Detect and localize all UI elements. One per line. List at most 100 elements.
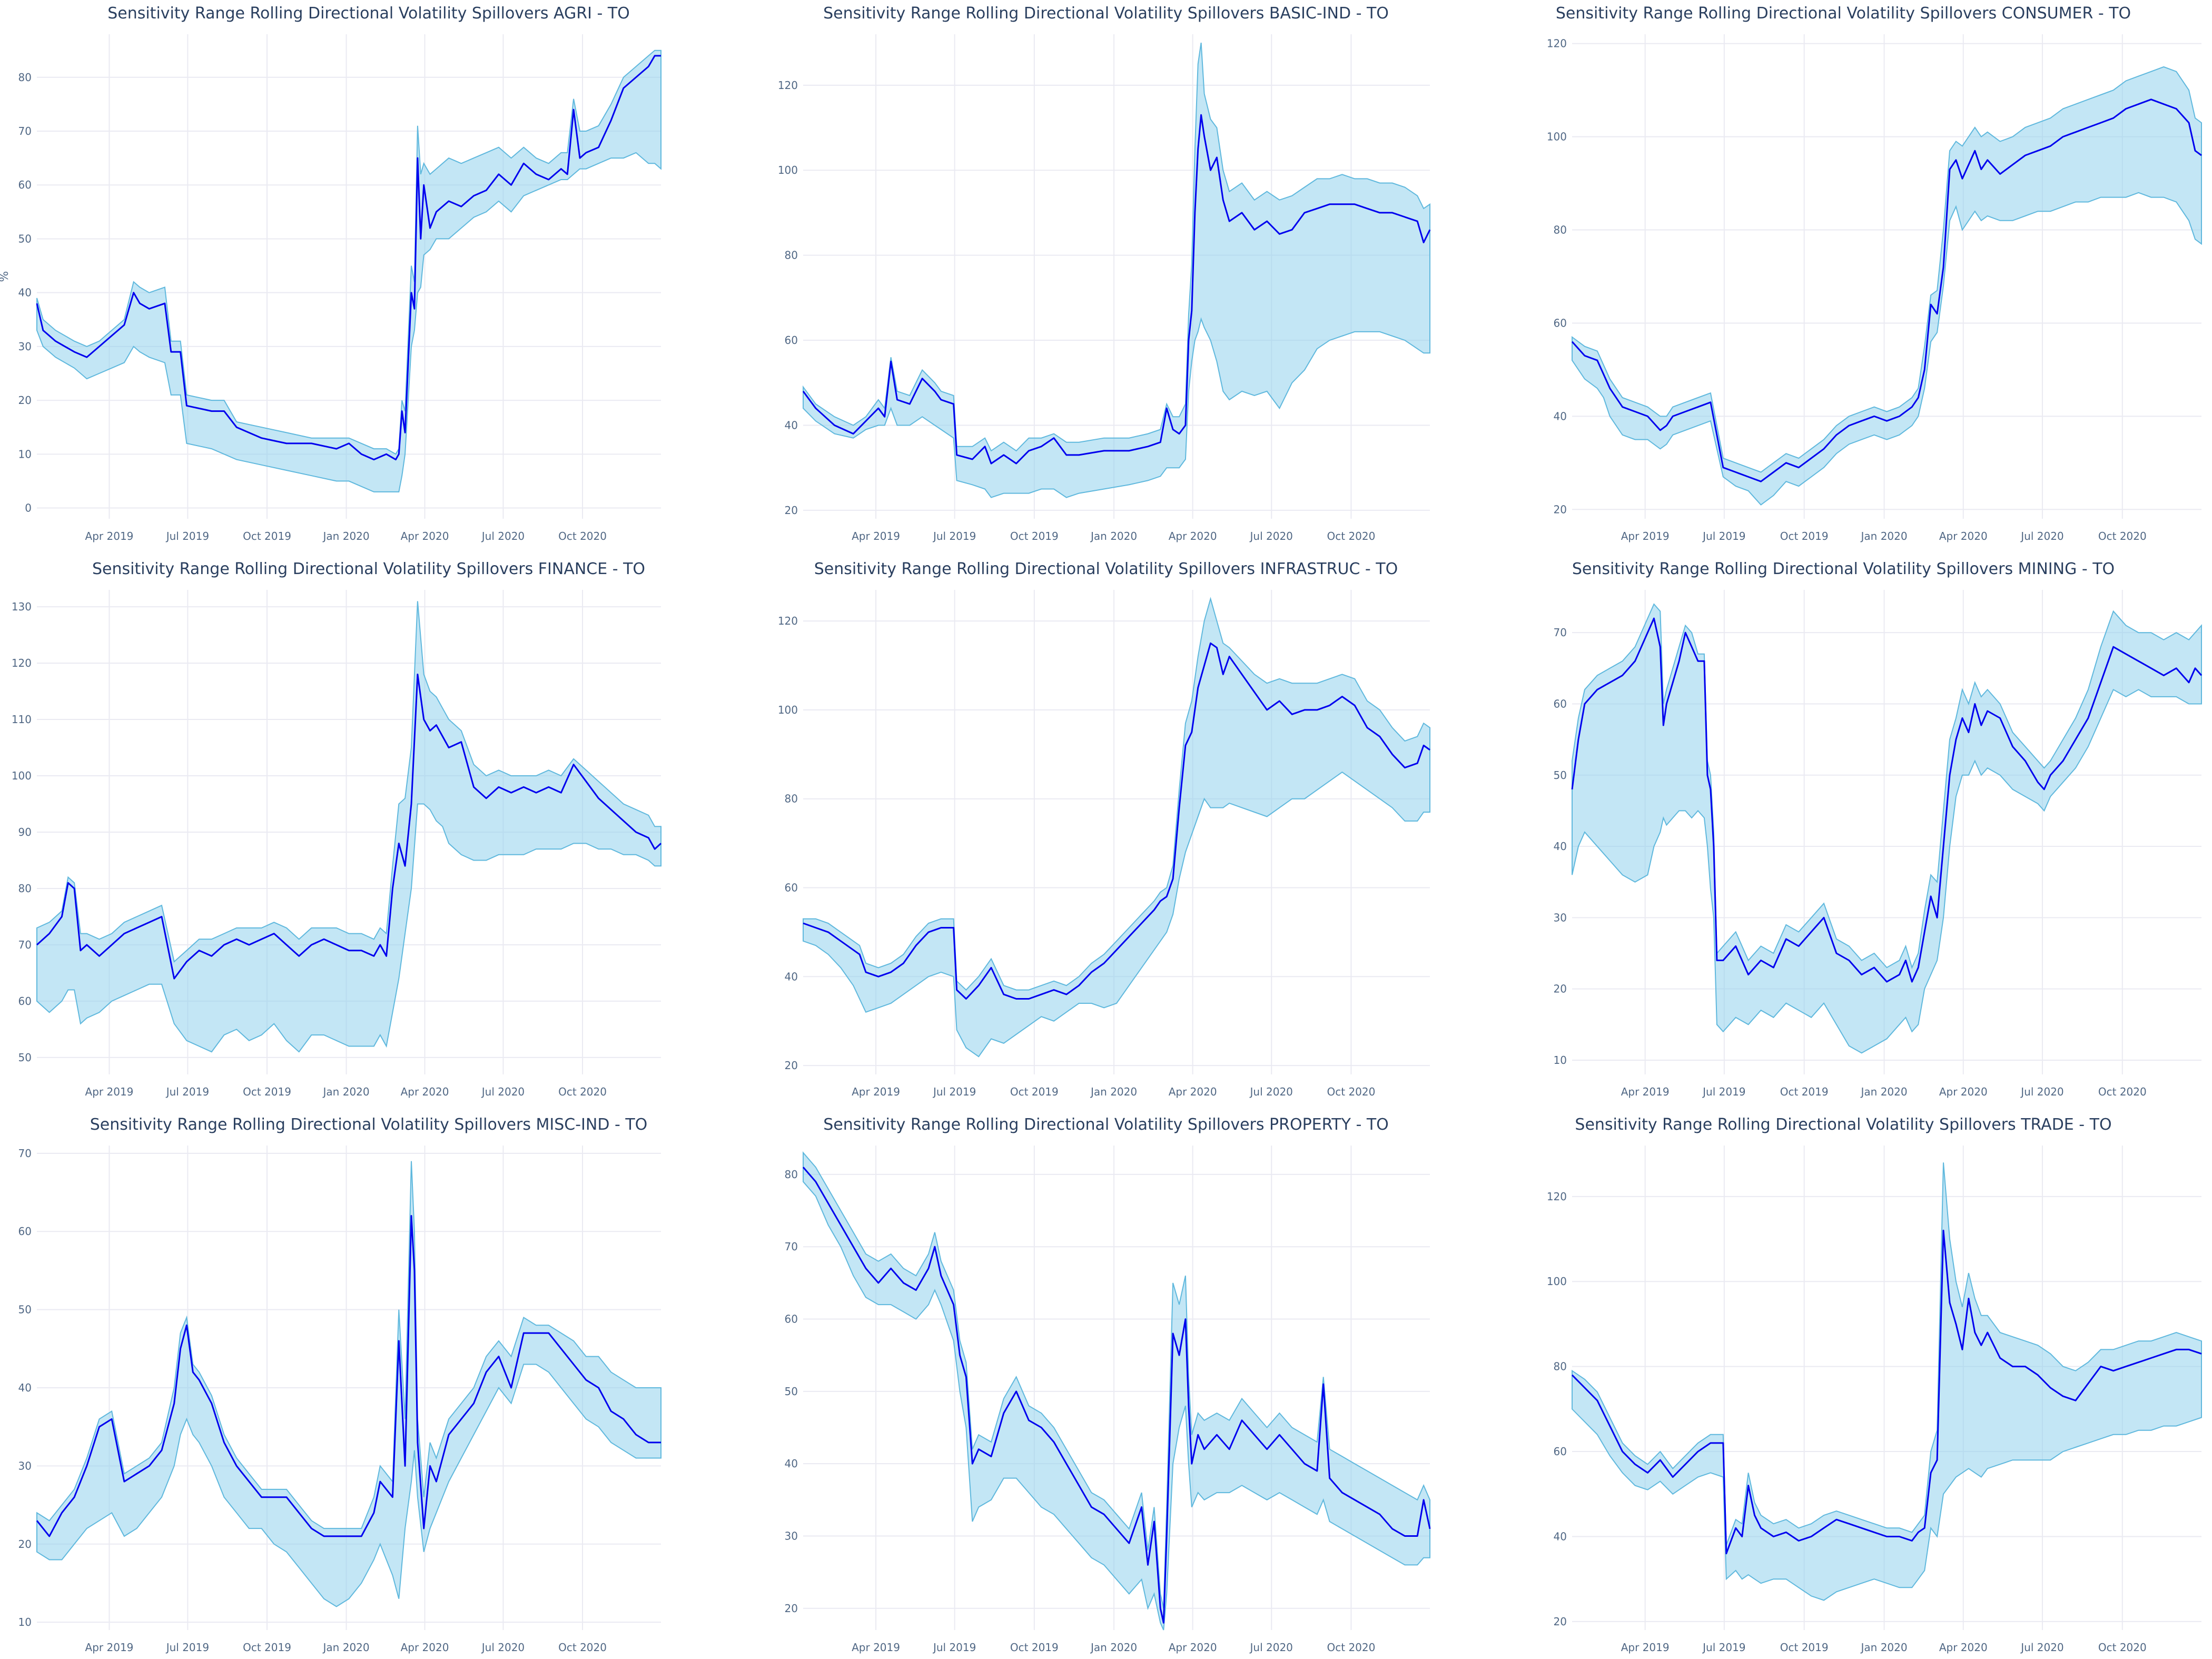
y-tick-label: 40 (785, 419, 798, 431)
x-axis: Apr 2019 Jul 2019 Oct 2019 Jan 2020 Apr 2020… (852, 1146, 1375, 1654)
chart-title: Sensitivity Range Rolling Directional Vo… (92, 560, 646, 578)
y-tick-label: 20 (18, 1538, 32, 1551)
y-tick-label: 70 (18, 125, 32, 137)
y-tick-label: 120 (1547, 1190, 1567, 1203)
plot-area: 20 40 60 80 100 120 Apr 2019 Jul 2019 Oct 2019 Ja… (778, 34, 1431, 542)
y-tick-label: 50 (18, 1051, 32, 1064)
y-tick-label: 120 (778, 79, 798, 92)
y-tick-label: 40 (785, 970, 798, 983)
x-tick-label: Jan 2020 (1090, 1085, 1137, 1098)
y-tick-label: 80 (1554, 1360, 1567, 1373)
x-tick-label: Jul 2019 (1702, 530, 1745, 542)
sensitivity-range-band (803, 597, 1430, 1058)
y-tick-label: 0 (25, 502, 32, 515)
x-tick-label: Apr 2020 (1939, 1641, 1988, 1654)
y-tick-label: 120 (12, 657, 32, 669)
plot-area: 20 40 60 80 100 120 Apr 2019 Jul 2019 Oct 2019 Ja… (778, 590, 1430, 1098)
chart-title: Sensitivity Range Rolling Directional Vo… (814, 560, 1398, 578)
y-tick-label: 60 (18, 179, 32, 191)
plot-area: 20 30 40 50 60 70 80 Apr 2019 Jul 2019 Oct 2019 Ja… (785, 1146, 1431, 1654)
y-tick-label: 70 (785, 1240, 798, 1253)
y-tick-label: 30 (1554, 911, 1567, 924)
plot-area: 20 40 60 80 100 120 Apr 2019 Jul 2019 Oct 2019 Ja… (1547, 34, 2202, 542)
x-tick-label: Apr 2020 (1169, 1085, 1217, 1098)
x-tick-label: Jul 2020 (1249, 530, 1293, 542)
x-axis: Apr 2019 Jul 2019 Oct 2019 Jan 2020 Apr 2020… (85, 1146, 607, 1654)
x-tick-label: Jul 2019 (932, 530, 976, 542)
x-tick-label: Apr 2019 (1621, 1085, 1670, 1098)
spillover-line (36, 674, 662, 980)
spillover-line (1571, 98, 2202, 482)
subplot-9: Sensitivity Range Rolling Directional Vo… (1475, 1111, 2212, 1659)
x-tick-label: Oct 2019 (243, 530, 291, 542)
chart-title: Sensitivity Range Rolling Directional Vo… (823, 4, 1389, 23)
x-tick-label: Jul 2020 (1249, 1085, 1293, 1098)
subplot-8: Sensitivity Range Rolling Directional Vo… (737, 1111, 1475, 1659)
chart-title: Sensitivity Range Rolling Directional Vo… (1575, 1115, 2112, 1134)
y-tick-label: 20 (1554, 503, 1567, 516)
plot-area: 0 10 20 30 40 50 60 70 80 Apr 2019 Jul 2019 Oct 201… (0, 34, 661, 542)
y-axis-title: % (0, 271, 11, 282)
y-tick-label: 30 (18, 340, 32, 353)
sensitivity-range-band (36, 50, 661, 492)
subplot-3: Sensitivity Range Rolling Directional Vo… (1475, 0, 2212, 548)
y-tick-label: 80 (18, 882, 32, 895)
x-tick-label: Jan 2020 (1090, 1641, 1137, 1654)
y-tick-label: 60 (1554, 1445, 1567, 1458)
y-tick-label: 100 (1547, 131, 1567, 143)
y-tick-label: 60 (785, 334, 798, 347)
x-tick-label: Jul 2019 (1702, 1085, 1745, 1098)
spillover-line (36, 55, 661, 461)
y-tick-label: 30 (18, 1459, 32, 1472)
y-tick-label: 60 (18, 995, 32, 1008)
y-tick-label: 120 (778, 615, 798, 627)
x-tick-label: Apr 2020 (401, 1085, 449, 1098)
y-tick-label: 30 (785, 1529, 798, 1542)
y-tick-label: 80 (1554, 224, 1567, 236)
x-tick-label: Apr 2019 (852, 1085, 900, 1098)
y-tick-label: 50 (1554, 769, 1567, 782)
sensitivity-range-band (36, 1161, 661, 1607)
spillover-line (1571, 1229, 2202, 1555)
subplot-2: Sensitivity Range Rolling Directional Vo… (737, 0, 1475, 548)
sensitivity-range-band (1572, 66, 2202, 506)
x-tick-label: Apr 2020 (1939, 530, 1988, 542)
y-tick-label: 100 (12, 769, 32, 782)
y-tick-label: 70 (18, 1147, 32, 1160)
y-tick-label: 70 (1554, 626, 1567, 639)
y-tick-label: 40 (18, 287, 32, 299)
sensitivity-range-band (36, 601, 661, 1053)
x-tick-label: Oct 2020 (558, 1085, 607, 1098)
x-tick-label: Apr 2020 (1169, 530, 1217, 542)
y-tick-label: 40 (1554, 840, 1567, 853)
x-tick-label: Apr 2019 (852, 530, 900, 542)
x-tick-label: Jul 2019 (165, 530, 209, 542)
x-tick-label: Jul 2020 (2020, 530, 2063, 542)
chart-title: Sensitivity Range Rolling Directional Vo… (90, 1115, 648, 1134)
x-tick-label: Oct 2019 (1780, 1085, 1829, 1098)
x-tick-label: Oct 2020 (558, 530, 607, 542)
x-tick-label: Jan 2020 (1090, 530, 1137, 542)
y-tick-label: 120 (1547, 37, 1567, 50)
y-tick-label: 20 (785, 504, 798, 517)
y-tick-label: 20 (785, 1602, 798, 1615)
x-tick-label: Oct 2019 (1780, 530, 1829, 542)
subplot-4: Sensitivity Range Rolling Directional Vo… (0, 556, 737, 1103)
y-tick-label: 10 (1554, 1054, 1567, 1066)
x-tick-label: Jul 2019 (932, 1641, 976, 1654)
chart-title: Sensitivity Range Rolling Directional Vo… (107, 4, 630, 23)
y-tick-label: 10 (18, 448, 32, 460)
x-tick-label: Jul 2019 (1702, 1641, 1745, 1654)
y-tick-label: 80 (18, 71, 32, 84)
x-tick-label: Jan 2020 (322, 1641, 370, 1654)
x-tick-label: Jan 2020 (1860, 1085, 1908, 1098)
x-tick-label: Apr 2019 (852, 1641, 900, 1654)
spillover-line (1571, 617, 2203, 983)
y-axis: 10 20 30 40 50 60 70 (18, 1147, 661, 1628)
plot-area: 10 20 30 40 50 60 70 Apr 2019 Jul 2019 Oct 2019 Ja… (1554, 590, 2203, 1098)
x-tick-label: Jan 2020 (322, 530, 370, 542)
x-tick-label: Oct 2019 (243, 1641, 291, 1654)
x-tick-label: Jul 2020 (1249, 1641, 1293, 1654)
x-tick-label: Apr 2020 (401, 1641, 449, 1654)
